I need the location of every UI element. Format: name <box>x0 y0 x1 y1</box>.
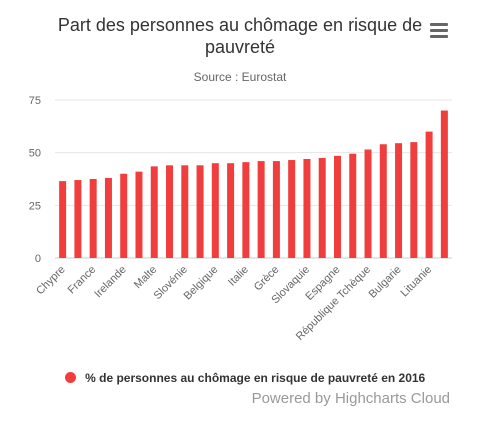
bar[interactable] <box>349 153 357 258</box>
legend[interactable]: % de personnes au chômage en risque de p… <box>0 371 490 385</box>
bar[interactable] <box>425 131 433 258</box>
y-tick-label: 25 <box>29 200 41 212</box>
legend-marker <box>64 372 76 383</box>
bar[interactable] <box>104 177 112 258</box>
y-tick-label: 50 <box>29 148 41 160</box>
bar[interactable] <box>227 163 235 258</box>
bar[interactable] <box>150 166 158 258</box>
y-tick-label: 0 <box>35 253 41 265</box>
x-tick-label: Lituanie <box>398 264 434 300</box>
x-tick-label: Irelande <box>92 264 129 301</box>
bar[interactable] <box>410 142 418 258</box>
x-tick-label: Italie <box>226 264 251 289</box>
credits-link[interactable]: Powered by Highcharts Cloud <box>251 390 450 407</box>
legend-label: % de personnes au chômage en risque de p… <box>85 371 426 385</box>
bar[interactable] <box>59 181 67 258</box>
bar[interactable] <box>257 161 265 258</box>
bar[interactable] <box>288 160 296 258</box>
bar[interactable] <box>318 157 326 258</box>
bars <box>59 110 448 259</box>
y-axis-ticks: 0 25 50 75 <box>29 95 41 265</box>
bar[interactable] <box>120 173 128 258</box>
bar[interactable] <box>181 165 189 258</box>
x-tick-label: Belgique <box>182 264 221 303</box>
bar[interactable] <box>74 180 82 258</box>
bar[interactable] <box>242 162 250 258</box>
bar[interactable] <box>89 179 97 258</box>
bar[interactable] <box>440 110 448 259</box>
bar[interactable] <box>395 143 403 258</box>
x-tick-label: Bulgarie <box>367 264 404 301</box>
y-tick-label: 75 <box>29 95 41 107</box>
bar[interactable] <box>379 144 387 258</box>
chart-title: Part des personnes au chômage en risque … <box>57 15 423 57</box>
bar[interactable] <box>135 171 143 258</box>
bar[interactable] <box>272 161 280 258</box>
grid-lines <box>55 99 452 259</box>
bar[interactable] <box>333 155 341 258</box>
chart-subtitle: Source : Eurostat <box>193 70 287 84</box>
bar[interactable] <box>166 165 174 258</box>
bar[interactable] <box>364 149 372 258</box>
x-tick-label: Malte <box>132 264 160 292</box>
x-tick-label: Chypre <box>34 264 68 298</box>
bar[interactable] <box>211 163 219 258</box>
hamburger-menu-icon[interactable] <box>430 23 448 39</box>
bar[interactable] <box>303 158 311 258</box>
bar[interactable] <box>196 165 204 258</box>
